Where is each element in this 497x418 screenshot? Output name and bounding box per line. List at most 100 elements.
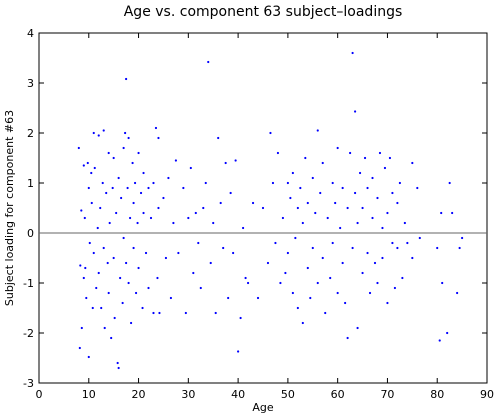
data-point	[244, 276, 247, 280]
data-point	[393, 286, 397, 290]
data-point	[286, 181, 289, 185]
data-point	[117, 176, 120, 180]
data-point	[82, 164, 85, 167]
data-point	[373, 261, 377, 265]
data-point	[311, 246, 314, 250]
plot-frame	[38, 32, 488, 384]
data-point	[127, 281, 130, 285]
data-point	[92, 131, 95, 135]
data-point	[187, 216, 190, 220]
data-point	[101, 181, 104, 185]
data-point	[80, 209, 83, 212]
data-point	[100, 306, 103, 310]
data-point	[391, 241, 394, 245]
data-point	[458, 246, 461, 250]
data-point	[154, 126, 158, 130]
x-tick-label: 80	[430, 388, 444, 401]
data-point	[108, 221, 111, 225]
data-point	[353, 191, 357, 195]
data-point	[391, 191, 394, 195]
data-point	[353, 110, 357, 113]
data-point	[219, 201, 222, 205]
data-point	[127, 136, 130, 140]
data-point	[406, 241, 409, 245]
data-point	[316, 129, 319, 132]
data-point	[105, 191, 108, 195]
data-point	[321, 256, 324, 260]
x-tick-label: 10	[82, 388, 96, 401]
data-point	[174, 159, 177, 162]
data-point	[371, 216, 374, 220]
data-point	[142, 171, 145, 175]
data-point	[331, 241, 334, 245]
data-point	[137, 266, 140, 270]
data-point	[289, 196, 292, 200]
data-point	[111, 186, 114, 190]
data-point	[157, 206, 160, 210]
x-tick-label: 50	[281, 388, 295, 401]
data-point	[112, 156, 115, 160]
data-point	[125, 261, 128, 265]
data-point	[386, 301, 389, 305]
data-point	[279, 281, 282, 285]
data-point	[77, 146, 80, 150]
y-tick-label: 3	[27, 77, 34, 90]
data-point	[91, 306, 94, 310]
data-point	[336, 146, 339, 150]
data-point	[107, 151, 110, 155]
data-point	[97, 271, 100, 275]
data-point	[274, 241, 277, 245]
data-point	[129, 321, 133, 325]
x-tick-label: 30	[181, 388, 195, 401]
data-point	[197, 241, 200, 245]
data-point	[316, 281, 319, 285]
data-point	[87, 355, 90, 359]
data-point	[126, 186, 129, 190]
data-point	[147, 186, 150, 190]
data-point	[341, 186, 344, 190]
data-point	[86, 161, 89, 165]
data-point	[156, 276, 159, 280]
data-point	[132, 201, 135, 205]
data-point	[461, 236, 464, 240]
data-point	[134, 291, 138, 295]
data-point	[78, 346, 81, 350]
data-point	[456, 291, 459, 295]
data-point	[192, 271, 195, 275]
y-tick-label: -2	[23, 327, 34, 340]
data-point	[239, 316, 242, 320]
data-point	[90, 171, 93, 175]
data-point	[96, 226, 99, 230]
data-point	[139, 191, 143, 195]
data-point	[351, 246, 354, 250]
data-point	[361, 271, 364, 275]
data-point	[142, 211, 145, 215]
data-point	[286, 251, 289, 255]
data-point	[381, 256, 384, 260]
data-point	[376, 196, 379, 200]
data-point	[137, 151, 140, 155]
data-point	[103, 326, 106, 330]
data-point	[371, 176, 374, 180]
data-point	[119, 276, 122, 280]
data-point	[237, 350, 240, 353]
data-point	[344, 301, 347, 305]
data-point	[113, 316, 116, 320]
data-point	[152, 181, 155, 185]
data-point	[93, 166, 96, 170]
data-point	[314, 211, 317, 215]
data-point	[149, 216, 153, 220]
data-point	[189, 166, 192, 170]
data-point	[147, 286, 150, 290]
data-point	[136, 221, 139, 225]
data-point	[326, 216, 329, 220]
data-point	[246, 281, 250, 285]
data-point	[112, 256, 115, 260]
data-point	[416, 186, 419, 190]
data-point	[261, 206, 265, 210]
data-point	[256, 296, 260, 300]
x-tick-label: 90	[480, 388, 494, 401]
data-point	[386, 211, 389, 215]
data-point	[222, 246, 225, 250]
